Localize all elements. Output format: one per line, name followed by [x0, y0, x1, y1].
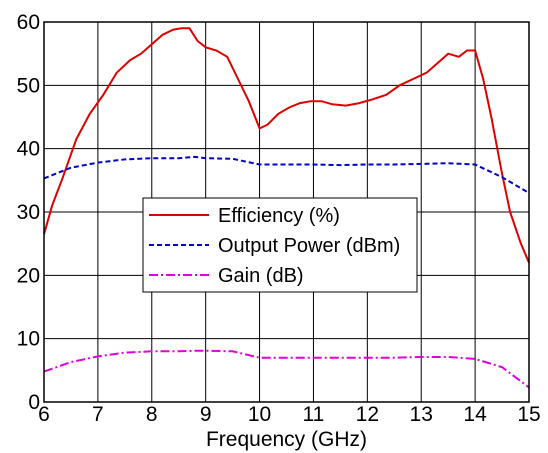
x-tick-label: 9 — [200, 403, 212, 426]
series-line-1 — [43, 155, 530, 194]
tick-labels: 6 7 8 9 10 11 12 13 14 15 0 10 20 30 40 50 60 — [17, 11, 541, 426]
x-tick-label: 8 — [146, 403, 158, 426]
series-layer — [43, 27, 530, 389]
series-line-2 — [43, 349, 530, 389]
x-tick-label: 12 — [356, 403, 379, 426]
y-tick-label: 50 — [17, 74, 40, 97]
y-tick-label: 60 — [17, 11, 40, 34]
x-tick-label: 14 — [463, 403, 487, 426]
x-tick-label: 13 — [410, 403, 433, 426]
legend-label-0: Efficiency (%) — [218, 205, 340, 227]
x-tick-label: 10 — [248, 403, 271, 426]
y-tick-label: 10 — [17, 328, 40, 351]
plot-frame — [43, 21, 530, 403]
legend-label-1: Output Power (dBm) — [218, 235, 400, 257]
legend: Efficiency (%) Output Power (dBm) Gain (dB… — [142, 197, 418, 293]
legend-label-2: Gain (dB) — [218, 265, 304, 287]
x-tick-label: 11 — [303, 403, 325, 426]
x-tick-label: 15 — [517, 403, 540, 426]
y-tick-label: 40 — [17, 138, 40, 161]
x-axis-label: Frequency (GHz) — [206, 428, 367, 451]
y-tick-label: 30 — [17, 201, 40, 224]
series-line-0 — [43, 27, 530, 264]
legend-box — [142, 197, 418, 293]
y-tick-label: 20 — [17, 264, 40, 287]
x-tick-label: 6 — [38, 403, 50, 426]
y-tick-label: 0 — [28, 391, 40, 414]
x-tick-label: 7 — [92, 403, 104, 426]
